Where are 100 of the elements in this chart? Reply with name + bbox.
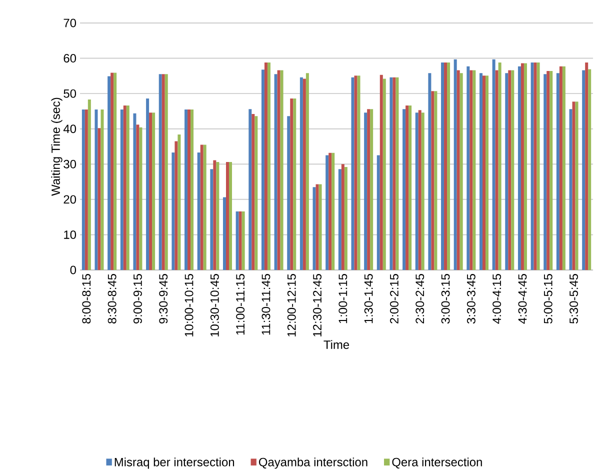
- bar: [158, 74, 162, 270]
- bar: [318, 184, 322, 270]
- bar: [370, 109, 374, 270]
- y-tick-label: 10: [64, 230, 76, 239]
- bar: [492, 59, 496, 270]
- bar: [341, 164, 344, 270]
- bar: [114, 72, 117, 270]
- bar: [530, 62, 534, 270]
- bar: [536, 62, 540, 270]
- bar: [524, 63, 527, 270]
- x-tick-label: 9:30-9:45: [159, 274, 168, 324]
- bar: [585, 62, 588, 270]
- x-tick-label: 2:00-2:15: [390, 274, 398, 324]
- bar: [518, 66, 521, 270]
- y-tick-label: 50: [64, 89, 76, 98]
- bar: [447, 62, 450, 270]
- bar: [428, 73, 432, 270]
- bar: [354, 76, 358, 270]
- bar: [277, 70, 280, 270]
- bar: [120, 109, 124, 270]
- bar: [280, 70, 284, 270]
- x-tick-label: 5:00-5:15: [544, 274, 552, 324]
- bar: [312, 187, 316, 270]
- bar: [149, 112, 152, 270]
- bar: [84, 109, 88, 270]
- bar: [434, 91, 438, 270]
- x-tick-label: 12:30-12:45: [313, 274, 322, 336]
- bar: [306, 73, 309, 270]
- x-tick-label: 8:00-8:15: [82, 274, 91, 324]
- bar: [376, 155, 380, 270]
- y-tick-label: 30: [64, 160, 76, 168]
- bar: [482, 76, 486, 270]
- bar: [228, 162, 232, 270]
- bar: [108, 76, 111, 270]
- bar: [390, 77, 393, 270]
- bar: [472, 70, 476, 270]
- x-tick-label: 10:00-10:15: [184, 274, 194, 336]
- bar: [498, 62, 502, 270]
- legend-label: Qera intersection: [392, 458, 482, 468]
- bar: [197, 152, 200, 270]
- x-tick-label: 10:30-10:45: [210, 274, 219, 336]
- bar: [126, 106, 130, 270]
- bar: [210, 169, 214, 270]
- y-tick-label: 60: [64, 54, 76, 63]
- y-tick-label: 0: [70, 266, 76, 274]
- bar: [550, 70, 553, 270]
- bar: [382, 78, 386, 270]
- bar: [162, 74, 165, 270]
- bar: [146, 98, 150, 270]
- bar: [588, 69, 592, 270]
- bar: [136, 124, 140, 270]
- bar: [213, 160, 216, 270]
- bar: [326, 155, 329, 270]
- bar: [351, 77, 354, 270]
- bar: [267, 62, 270, 270]
- x-tick-label: 3:00-3:15: [441, 274, 450, 324]
- bar: [133, 113, 136, 270]
- bar: [485, 76, 488, 270]
- bar: [575, 102, 578, 270]
- y-axis-title: Waiting Time (sec): [51, 98, 62, 196]
- bar: [123, 106, 126, 270]
- bar: [364, 112, 368, 270]
- x-tick-label: 8:30-8:45: [108, 274, 116, 324]
- bar: [338, 169, 342, 270]
- bar: [505, 73, 508, 270]
- bar: [466, 66, 470, 270]
- bar: [238, 211, 242, 270]
- bar: [544, 74, 547, 270]
- bar: [178, 134, 181, 270]
- bar: [441, 62, 444, 270]
- bar: [290, 98, 294, 270]
- bar: [174, 141, 178, 270]
- bar: [418, 110, 422, 270]
- bar: [236, 211, 239, 270]
- bar: [367, 109, 370, 270]
- bar: [293, 98, 296, 270]
- x-tick-label: 11:00-11:15: [236, 274, 245, 335]
- bar: [392, 77, 396, 270]
- bar: [470, 70, 473, 270]
- bar: [582, 70, 586, 270]
- bar: [216, 162, 220, 270]
- bar: [444, 62, 448, 270]
- bar: [242, 211, 245, 270]
- bar: [82, 109, 85, 270]
- bar: [546, 70, 550, 270]
- bar: [328, 152, 332, 270]
- bar: [508, 70, 512, 270]
- y-tick-label: 40: [63, 124, 76, 134]
- bar: [172, 152, 175, 270]
- bar: [100, 109, 104, 270]
- bar: [203, 144, 206, 270]
- bar: [222, 197, 226, 270]
- x-axis-title: Time: [324, 340, 350, 349]
- x-tick-label: 11:30-11:45: [262, 274, 270, 335]
- bar: [406, 106, 409, 270]
- bar: [152, 112, 156, 270]
- bar: [184, 109, 188, 270]
- legend-label: Qayamba intersction: [258, 458, 368, 469]
- bar: [248, 109, 252, 270]
- bar: [456, 70, 460, 270]
